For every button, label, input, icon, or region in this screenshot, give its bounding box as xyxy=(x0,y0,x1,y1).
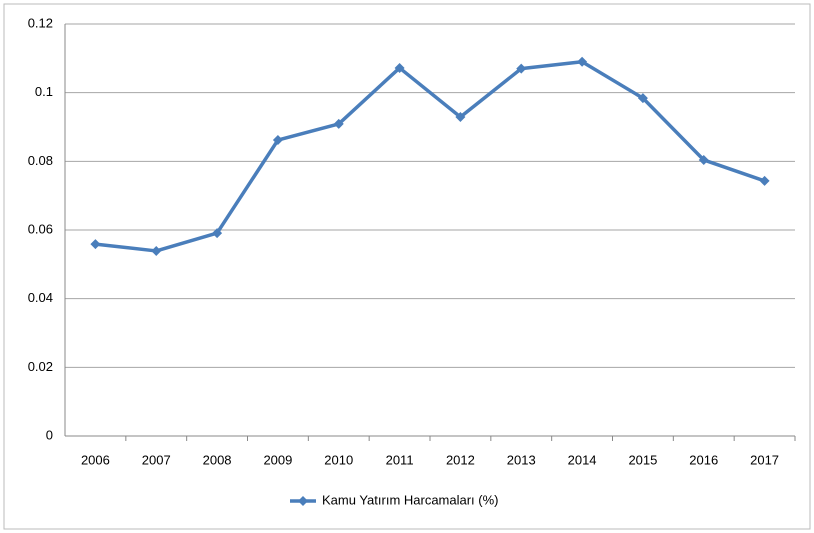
y-tick-label: 0.12 xyxy=(28,15,53,30)
y-tick-label: 0.08 xyxy=(28,153,53,168)
y-tick-label: 0.04 xyxy=(28,290,53,305)
legend-marker xyxy=(298,496,308,506)
data-point xyxy=(90,239,101,250)
x-tick-label: 2013 xyxy=(507,452,536,467)
x-tick-label: 2014 xyxy=(568,452,597,467)
x-tick-label: 2016 xyxy=(689,452,718,467)
data-point xyxy=(455,112,466,123)
x-tick-label: 2012 xyxy=(446,452,475,467)
series-line xyxy=(95,60,766,253)
x-tick-label: 2009 xyxy=(263,452,292,467)
x-tick-label: 2008 xyxy=(203,452,232,467)
y-tick-label: 0.02 xyxy=(28,359,53,374)
chart-border xyxy=(3,3,811,530)
x-tick-label: 2015 xyxy=(628,452,657,467)
data-point xyxy=(151,245,162,256)
data-point xyxy=(637,93,648,104)
y-tick-label: 0.06 xyxy=(28,221,53,236)
data-point xyxy=(759,175,770,186)
x-tick-label: 2017 xyxy=(750,452,779,467)
legend-label: Kamu Yatırım Harcamaları (%) xyxy=(322,492,499,507)
x-tick-label: 2007 xyxy=(142,452,171,467)
data-point xyxy=(516,63,527,74)
data-point xyxy=(394,62,405,73)
data-point xyxy=(577,56,588,67)
legend: Kamu Yatırım Harcamaları (%) xyxy=(290,492,499,507)
data-point xyxy=(698,154,709,165)
x-tick-label: 2006 xyxy=(81,452,110,467)
x-tick-label: 2010 xyxy=(324,452,353,467)
data-point xyxy=(333,118,344,129)
data-point xyxy=(272,135,283,146)
x-tick-label: 2011 xyxy=(386,452,414,467)
y-tick-label: 0.1 xyxy=(35,84,53,99)
data-point xyxy=(212,228,223,239)
y-tick-label: 0 xyxy=(46,427,53,442)
